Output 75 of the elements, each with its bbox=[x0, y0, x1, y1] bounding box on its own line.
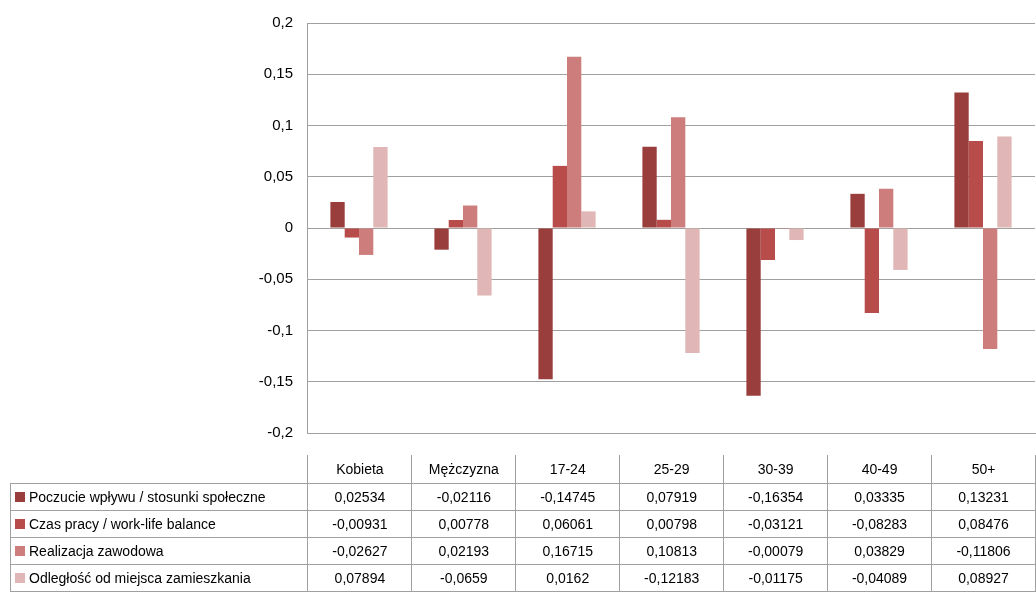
bar bbox=[434, 228, 449, 250]
x-tick-label: Mężczyzna bbox=[411, 455, 516, 483]
x-tick-label: 17-24 bbox=[515, 455, 620, 483]
y-tick-label: -0,1 bbox=[267, 320, 293, 338]
data-label: -0,03121 bbox=[723, 510, 828, 537]
y-tick-label: -0,05 bbox=[258, 269, 293, 287]
data-label: 0,10813 bbox=[619, 537, 724, 564]
data-label: -0,00931 bbox=[307, 510, 412, 537]
bar bbox=[983, 228, 998, 350]
legend-label: Poczucie wpływu / stosunki społeczne bbox=[29, 488, 266, 505]
bar bbox=[538, 228, 553, 380]
bar bbox=[463, 205, 478, 228]
data-label: -0,01175 bbox=[723, 564, 828, 591]
data-label: -0,12183 bbox=[619, 564, 724, 591]
bar bbox=[671, 117, 686, 228]
data-label: 0,16715 bbox=[515, 537, 620, 564]
x-tick-label: 50+ bbox=[931, 455, 1036, 483]
data-label: 0,0162 bbox=[515, 564, 620, 591]
bar bbox=[879, 188, 894, 228]
y-tick-label: 0,2 bbox=[272, 13, 293, 31]
data-label: 0,13231 bbox=[931, 483, 1036, 510]
data-label: -0,04089 bbox=[827, 564, 932, 591]
data-label: 0,02193 bbox=[411, 537, 516, 564]
x-tick-label: 40-49 bbox=[827, 455, 932, 483]
y-tick-label: 0,1 bbox=[272, 115, 293, 133]
data-label: -0,16354 bbox=[723, 483, 828, 510]
bar bbox=[789, 228, 804, 241]
y-tick-label: 0,05 bbox=[263, 166, 293, 184]
bar bbox=[864, 228, 879, 313]
data-label: 0,03829 bbox=[827, 537, 932, 564]
y-tick-label: 0,15 bbox=[263, 64, 293, 82]
data-label: 0,02534 bbox=[307, 483, 412, 510]
data-label: 0,06061 bbox=[515, 510, 620, 537]
data-label: 0,03335 bbox=[827, 483, 932, 510]
data-label: -0,11806 bbox=[931, 537, 1036, 564]
bar bbox=[685, 228, 700, 353]
legend-label: Realizacja zawodowa bbox=[29, 542, 164, 559]
bar bbox=[850, 193, 865, 228]
x-tick-label: 30-39 bbox=[723, 455, 828, 483]
bar bbox=[344, 228, 359, 238]
bar bbox=[330, 202, 345, 228]
data-label: -0,00079 bbox=[723, 537, 828, 564]
x-tick-label: Kobieta bbox=[307, 455, 412, 483]
data-label: 0,07894 bbox=[307, 564, 412, 591]
data-label: 0,08927 bbox=[931, 564, 1036, 591]
bar bbox=[448, 220, 463, 228]
y-tick-label: -0,15 bbox=[258, 371, 293, 389]
data-label: -0,08283 bbox=[827, 510, 932, 537]
data-label: 0,07919 bbox=[619, 483, 724, 510]
y-tick-label: 0 bbox=[284, 218, 293, 236]
bar bbox=[477, 228, 492, 296]
bar bbox=[954, 92, 969, 228]
data-label: 0,08476 bbox=[931, 510, 1036, 537]
bar bbox=[552, 165, 567, 228]
data-label: -0,02116 bbox=[411, 483, 516, 510]
bar bbox=[656, 219, 671, 228]
bar bbox=[746, 228, 761, 396]
bar bbox=[373, 147, 388, 228]
bar bbox=[642, 146, 657, 228]
bar bbox=[359, 228, 374, 255]
data-label: 0,00798 bbox=[619, 510, 724, 537]
bar bbox=[968, 141, 983, 228]
data-label: -0,02627 bbox=[307, 537, 412, 564]
data-label: -0,0659 bbox=[411, 564, 516, 591]
data-label: -0,14745 bbox=[515, 483, 620, 510]
bar bbox=[760, 228, 775, 260]
bar bbox=[567, 56, 582, 228]
legend-label: Odległość od miejsca zamieszkania bbox=[29, 569, 251, 586]
y-tick-label: -0,2 bbox=[267, 423, 293, 441]
x-tick-label: 25-29 bbox=[619, 455, 724, 483]
bar bbox=[997, 136, 1012, 228]
bar bbox=[581, 211, 596, 228]
bar bbox=[893, 228, 908, 270]
legend-label: Czas pracy / work-life balance bbox=[29, 515, 216, 532]
data-label: 0,00778 bbox=[411, 510, 516, 537]
